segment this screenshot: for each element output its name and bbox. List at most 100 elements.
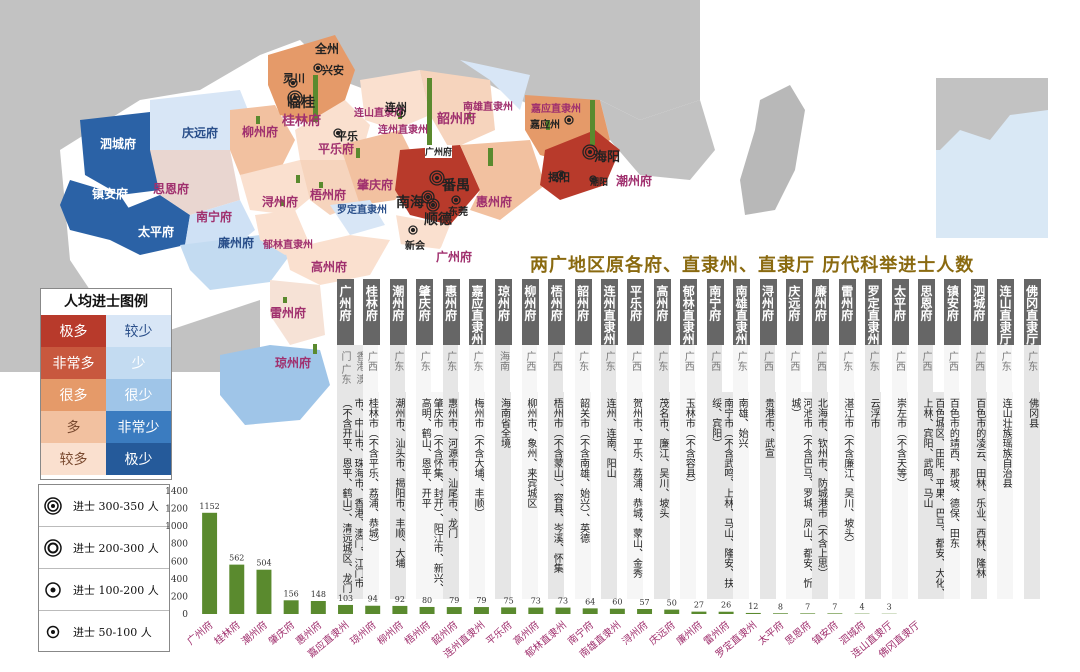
column-header: 庆远府 (785, 279, 803, 345)
map-label: 庆远府 (182, 126, 219, 140)
map-label: 惠州府 (476, 195, 513, 209)
map-label: 嘉应州 (530, 120, 560, 131)
province-cell: 广东 (733, 345, 749, 392)
legend-row: 非常多少 (41, 347, 171, 379)
region-cell: 云浮市 (865, 392, 882, 599)
table-column: 浔州府 广西 贵港市、武宣 (759, 279, 786, 599)
region-huizhou (460, 140, 545, 220)
legend-swatch-left: 很多 (41, 379, 106, 411)
map-label: 潮州府 (616, 174, 653, 188)
column-header: 思恩府 (917, 279, 935, 345)
table-column: 肇庆府 广东 肇庆市（不含怀集、封开）、阳江市、新兴、高明、鹤山、恩平、开平 (416, 279, 445, 599)
region-cell: 柳州市、象州、来宾城区 (521, 392, 538, 599)
province-cell: 广西 (363, 345, 379, 392)
legend-swatch-left: 极多 (41, 315, 106, 347)
map-label: 潮阳 (590, 178, 609, 188)
region-cell: 茂名市、廉江、吴川、坡头 (653, 392, 670, 599)
map-label: 东莞 (448, 207, 468, 218)
column-header: 太平府 (891, 279, 909, 345)
legend-swatch-right: 非常少 (106, 411, 171, 443)
map-label: 泗城府 (100, 137, 137, 151)
province-cell: 广东 (1023, 345, 1039, 392)
map-label: 平乐 (336, 130, 358, 143)
region-cell: 崇左市（不含天等） (891, 392, 908, 599)
column-header: 郁林直隶州 (680, 279, 698, 345)
column-header: 韶州府 (574, 279, 592, 345)
map-label: 全州 (315, 42, 340, 56)
map-label: 临桂 (287, 95, 315, 111)
map-bars (256, 75, 595, 354)
table-column: 泗城府 广西 百色市的凌云、田林、乐业、西林、隆林 (970, 279, 998, 599)
column-header: 广州府 (337, 279, 354, 345)
double-ring-icon (44, 538, 62, 557)
region-cell: 南雄、始兴 (733, 392, 750, 599)
region-cell: 肇庆市（不含怀集、封开）、阳江市、新兴、高明、鹤山、恩平、开平 (416, 392, 445, 599)
map-label: 番禺 (442, 178, 470, 194)
map-label: 灵川 (283, 72, 305, 85)
province-cell: 广东 (838, 345, 854, 392)
province-cell: 广东 (442, 345, 458, 392)
map-label: 海阳 (594, 150, 621, 165)
region-cell: 连州、连南、阳山 (601, 392, 618, 599)
column-header: 琼州府 (495, 279, 513, 345)
province-cell: 广东 (997, 345, 1013, 392)
table-column: 南雄直隶州 广东 南雄、始兴 (733, 279, 760, 599)
table-column: 惠州府 广东 惠州市、河源市、汕尾市、龙门 (442, 279, 470, 599)
province-cell: 广西 (944, 345, 960, 392)
map-label: 太平府 (138, 225, 175, 239)
region-lianzhou-gd (360, 70, 430, 130)
column-header: 雷州府 (838, 279, 856, 345)
region-cell: 河池市（不含巴马、罗城、凤山、都安、忻城） (785, 392, 814, 599)
column-header: 柳州府 (521, 279, 539, 345)
map-label: 南雄直隶州 (463, 102, 513, 113)
column-header: 佛冈直隶厅 (1023, 279, 1041, 345)
province-cell: 广东 (416, 345, 432, 392)
province-cell: 广西 (970, 345, 986, 392)
circle-legend-label: 进士 50-100 人 (73, 625, 152, 639)
map-label: 思恩府 (153, 182, 190, 196)
circle-legend-row: 进士 300-350 人 (39, 485, 169, 527)
province-cell: 广西 (548, 345, 564, 392)
table-column: 雷州府 广东 湛江市（不含廉江、吴川、坡头） (838, 279, 866, 599)
province-cell: 广东 (865, 345, 881, 392)
province-cell: 香港 澳门 广东 (337, 345, 367, 392)
table-column: 南宁府 广西 南宁市（不含武鸣、上林、马山、隆安、扶绥、宾阳） (706, 279, 735, 599)
map-label: 梧州府 (310, 188, 347, 202)
region-cell: 惠州市、河源市、汕尾市、龙门 (442, 392, 459, 599)
province-cell: 广西 (812, 345, 828, 392)
circle-legend-label: 进士 100-200 人 (73, 583, 159, 597)
map-label: 高州府 (311, 260, 348, 274)
column-header: 肇庆府 (416, 279, 434, 345)
column-header: 桂林府 (363, 279, 381, 345)
region-xinhui (395, 215, 450, 250)
legend-title: 人均进士图例 (64, 294, 148, 310)
map-label: 罗定直隶州 (337, 205, 387, 216)
region-cell: 北海市、钦州市、防城港市（不含上思） (812, 392, 829, 599)
table-column: 嘉应直隶州 广东 梅州市（不含大埔、丰顺） (469, 279, 496, 599)
region-cell: 桂林市（不含平乐、荔浦、恭城） (363, 392, 380, 599)
table-column: 郁林直隶州 广西 玉林市（不含容县） (680, 279, 707, 599)
map-label: 镇安府 (92, 187, 129, 201)
region-cell: 百色市的靖西、那坡、德保、田东 (944, 392, 961, 599)
map-label: 揭阳 (548, 171, 570, 184)
province-cell: 广西 (627, 345, 643, 392)
region-hainan (220, 345, 330, 425)
land-east (600, 100, 715, 180)
region-cell: 梅州市（不含大埔、丰顺） (469, 392, 486, 599)
region-chaozhou (540, 130, 620, 200)
region-cell: 海南省全境 (495, 392, 512, 599)
map-label: 兴安 (322, 64, 344, 77)
legend-swatch-right: 极少 (106, 443, 171, 475)
circle-legend: 进士 300-350 人 进士 200-300 人 进士 100-200 人 进… (38, 484, 170, 652)
province-cell: 广东 (653, 345, 669, 392)
small-ring-dot-icon (46, 625, 60, 638)
map-label: 郁林直隶州 (263, 240, 313, 251)
table-column: 廉州府 广西 北海市、钦州市、防城港市（不含上思） (812, 279, 839, 599)
legend-swatch-right: 少 (106, 347, 171, 379)
table-column: 思恩府 广西 百色城区、田阳、平果、巴马、都安、大化、上林、宾阳、武鸣、马山 (917, 279, 946, 599)
legend-row: 很多 很少 (41, 379, 171, 411)
circle-legend-label: 进士 200-300 人 (73, 541, 159, 555)
